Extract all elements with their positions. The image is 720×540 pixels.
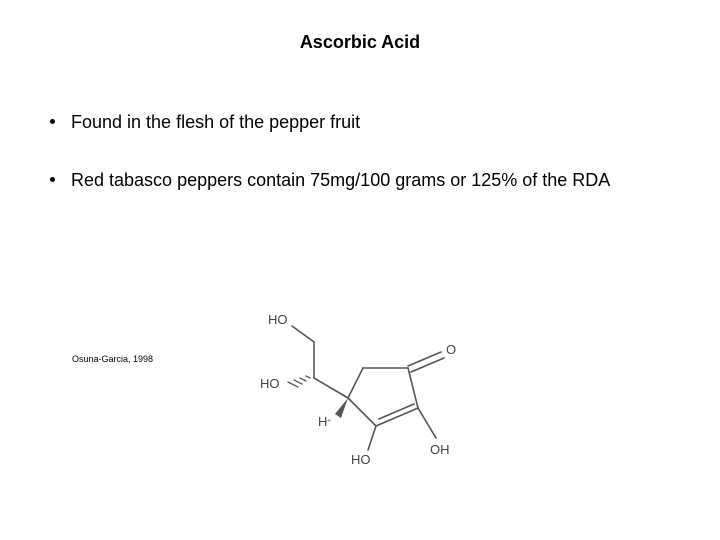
bullet-dot-icon [50, 177, 55, 182]
bullet-text: Red tabasco peppers contain 75mg/100 gra… [71, 168, 670, 192]
label-ho-bottom-left: HO [351, 452, 371, 467]
bullet-dot-icon [50, 119, 55, 124]
label-oh-bottom-right: OH [430, 442, 450, 457]
list-item: Red tabasco peppers contain 75mg/100 gra… [50, 168, 670, 192]
bullet-list: Found in the flesh of the pepper fruit R… [50, 110, 670, 227]
label-h-wedge: H'' [318, 414, 331, 429]
bullet-text: Found in the flesh of the pepper fruit [71, 110, 670, 134]
slide: Ascorbic Acid Found in the flesh of the … [0, 0, 720, 540]
molecule-svg: HO HO H'' O HO OH [248, 298, 468, 468]
slide-title: Ascorbic Acid [0, 32, 720, 53]
list-item: Found in the flesh of the pepper fruit [50, 110, 670, 134]
label-ho-left: HO [260, 376, 280, 391]
label-o-ketone: O [446, 342, 456, 357]
molecule-structure: HO HO H'' O HO OH [248, 298, 468, 468]
label-ho-top: HO [268, 312, 288, 327]
citation-text: Osuna-Garcia, 1998 [72, 354, 153, 364]
